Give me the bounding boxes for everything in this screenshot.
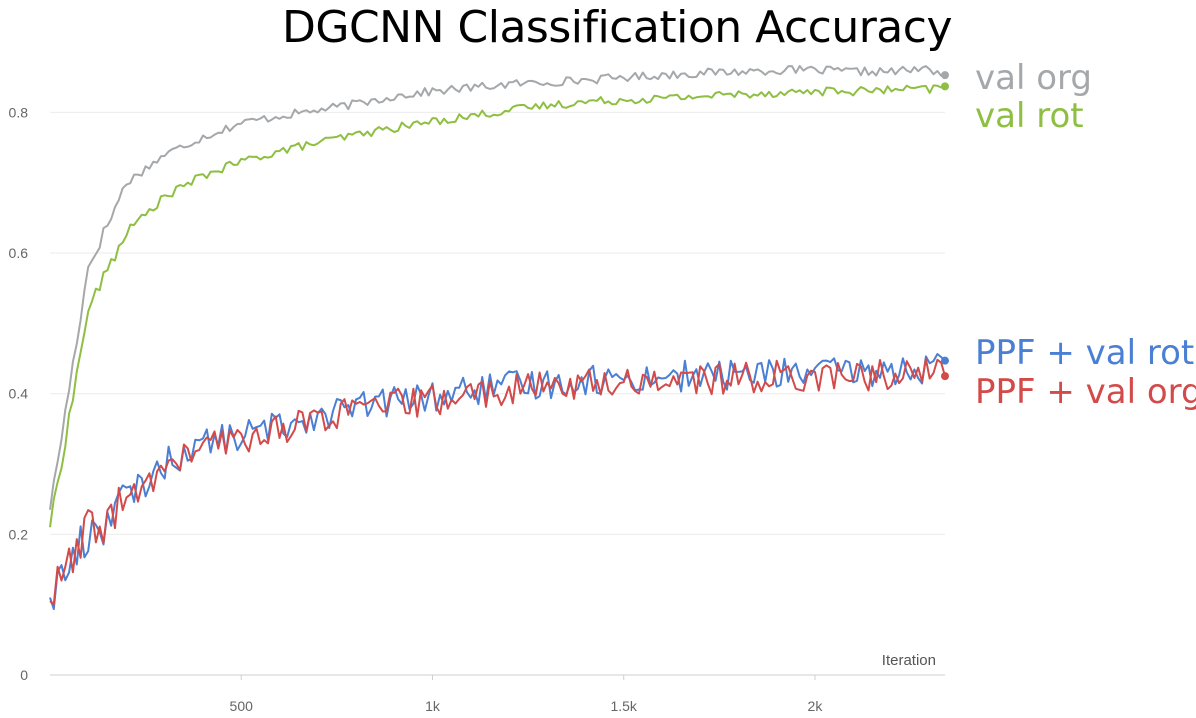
gridlines [50, 111, 945, 535]
x-axis-label: Iteration [882, 652, 936, 669]
tick-labels: 0 0.2 0.4 0.6 0.8 500 1k 1.5k 2k [9, 104, 824, 714]
legend-label-ppf-val-rot: PPF + val rot [975, 333, 1195, 373]
x-tick-label: 1k [425, 698, 441, 714]
series-line-1 [49, 65, 946, 510]
y-tick-label: 0.4 [9, 386, 29, 402]
x-tick-label: 1.5k [610, 698, 637, 714]
series-line-2 [49, 84, 946, 528]
legend-label-val-org: val org [975, 58, 1092, 98]
series-end-point-1 [941, 71, 949, 80]
x-tick-label: 2k [808, 698, 824, 714]
series-line-3 [49, 353, 946, 610]
y-tick-label: 0.6 [9, 245, 29, 261]
series-line-4 [49, 358, 946, 606]
y-tick-label: 0 [20, 667, 28, 683]
chart-title: DGCNN Classification Accuracy [281, 2, 953, 53]
x-tick-label: 500 [230, 698, 254, 714]
y-tick-label: 0.8 [9, 104, 29, 120]
legend-label-val-rot: val rot [975, 96, 1084, 136]
series-end-point-4 [941, 372, 949, 381]
series-end-point-2 [941, 82, 949, 91]
legend-label-ppf-val-org: PPF + val org [975, 372, 1196, 412]
y-tick-label: 0.2 [9, 526, 29, 542]
series-lines [49, 65, 949, 610]
axes [50, 674, 945, 680]
series-end-point-3 [941, 356, 949, 365]
